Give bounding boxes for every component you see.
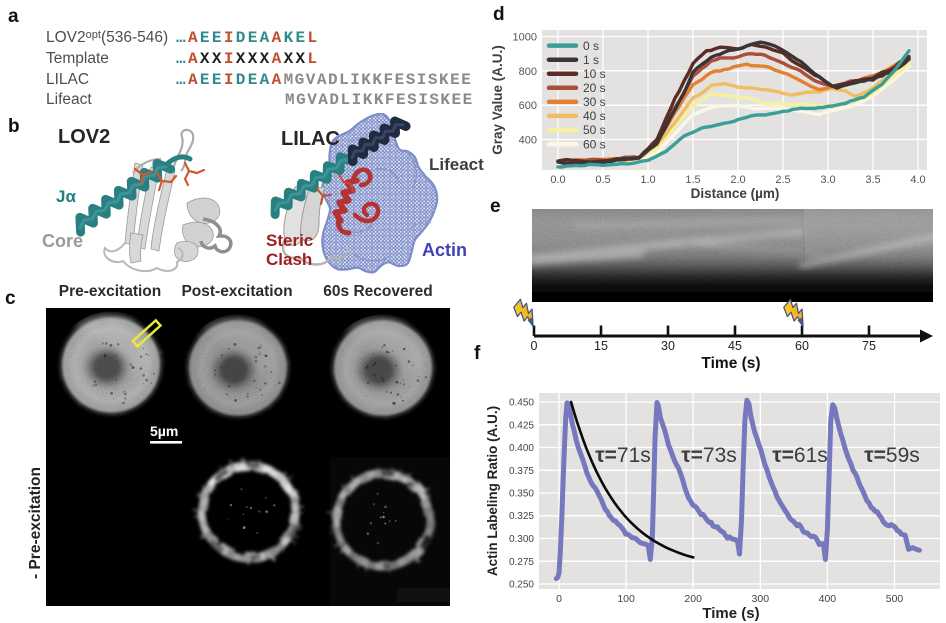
svg-text:2.0: 2.0 [730,174,745,186]
svg-text:0.400: 0.400 [509,443,534,454]
svg-text:100: 100 [617,593,635,605]
svg-text:5µm: 5µm [150,423,178,439]
svg-text:Gray Value (A.U.): Gray Value (A.U.) [490,45,505,155]
svg-text:Time (s): Time (s) [701,355,760,372]
svg-text:1.5: 1.5 [685,174,700,186]
svg-text:0.450: 0.450 [509,398,534,409]
svg-text:1.0: 1.0 [640,174,655,186]
svg-text:0.275: 0.275 [509,557,534,568]
svg-text:20 s: 20 s [583,81,606,95]
svg-text:1 s: 1 s [583,53,599,67]
svg-text:400: 400 [819,593,837,605]
svg-text:60 s: 60 s [583,137,606,151]
svg-text:200: 200 [684,593,702,605]
svg-text:800: 800 [519,66,537,78]
svg-text:75: 75 [862,339,876,353]
svg-text:400: 400 [519,135,537,147]
svg-text:500: 500 [886,593,904,605]
svg-text:τ=71s: τ=71s [595,444,651,467]
svg-text:0.375: 0.375 [509,466,534,477]
svg-text:0.425: 0.425 [509,420,534,431]
svg-text:Distance (µm): Distance (µm) [691,186,780,201]
svg-text:300: 300 [752,593,770,605]
svg-text:50 s: 50 s [583,123,606,137]
svg-text:Time (s): Time (s) [702,605,759,622]
svg-text:40 s: 40 s [583,109,606,123]
svg-text:0.250: 0.250 [509,580,534,591]
svg-text:15: 15 [594,339,608,353]
svg-text:τ=73s: τ=73s [681,444,737,467]
svg-text:1000: 1000 [513,32,537,44]
svg-text:3.0: 3.0 [820,174,835,186]
svg-text:4.0: 4.0 [910,174,925,186]
svg-text:600: 600 [519,100,537,112]
svg-text:30 s: 30 s [583,95,606,109]
svg-text:30: 30 [661,339,675,353]
svg-text:0.350: 0.350 [509,489,534,500]
svg-text:0: 0 [531,339,538,353]
svg-text:0: 0 [556,593,562,605]
svg-text:10 s: 10 s [583,67,606,81]
svg-text:0.0: 0.0 [550,174,565,186]
svg-text:τ=61s: τ=61s [772,444,828,467]
svg-text:0 s: 0 s [583,39,599,53]
svg-text:Actin Labeling Ratio (A.U.): Actin Labeling Ratio (A.U.) [485,406,500,576]
svg-text:0.300: 0.300 [509,534,534,545]
svg-text:0.5: 0.5 [595,174,610,186]
svg-text:2.5: 2.5 [775,174,790,186]
svg-text:45: 45 [728,339,742,353]
svg-text:τ=59s: τ=59s [864,444,920,467]
svg-text:0.325: 0.325 [509,511,534,522]
svg-text:60: 60 [795,339,809,353]
svg-text:3.5: 3.5 [865,174,880,186]
